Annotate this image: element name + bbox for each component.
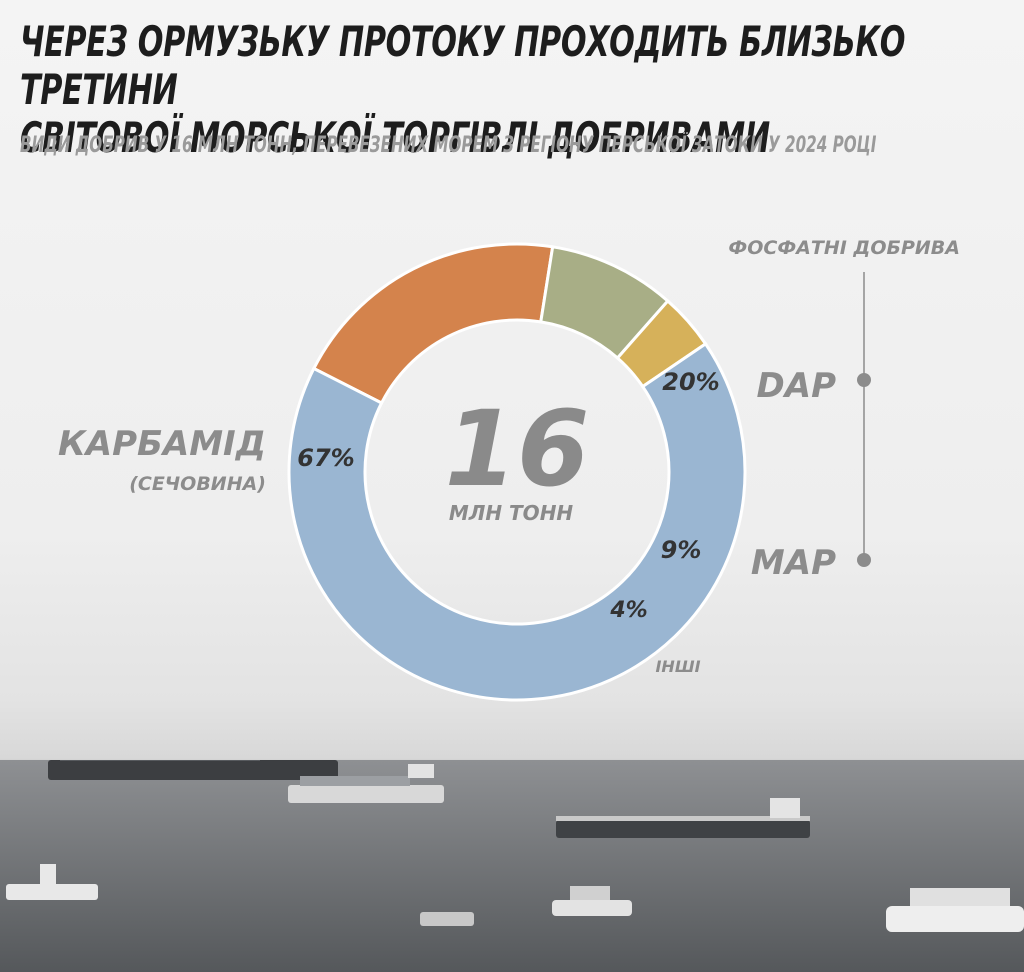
page-subtitle: ВИДИ ДОБРИВ У 16 МЛН ТОНН, ПЕРЕВЕЗЕНИХ М… xyxy=(20,133,877,158)
group-marker-map xyxy=(857,553,871,567)
slice-value-label-map: 9% xyxy=(661,536,702,564)
ship-cargo-bulk xyxy=(556,798,810,838)
donut-slice-dap xyxy=(311,242,555,406)
center-total-unit: МЛН ТОНН xyxy=(449,501,574,525)
title-line-2: СВІТОВОЇ МОРСЬКОЇ ТОРГІВЛІ ДОБРИВАМИ xyxy=(20,113,770,162)
category-label-dap: DAP xyxy=(757,366,837,406)
ship-container-white xyxy=(288,764,444,803)
group-label-phosphate: ФОСФАТНІ ДОБРИВА xyxy=(728,237,960,259)
slice-value-label-other: 4% xyxy=(609,598,647,623)
donut-slices xyxy=(287,242,747,702)
group-marker-dap xyxy=(857,373,871,387)
category-label-other: ІНШІ xyxy=(655,657,700,676)
slice-value-label-urea: 67% xyxy=(297,444,354,472)
page-title: ЧЕРЕЗ ОРМУЗЬКУ ПРОТОКУ ПРОХОДИТЬ БЛИЗЬКО… xyxy=(20,18,956,162)
category-label-map: MAP xyxy=(751,543,836,583)
center-total-value: 16 xyxy=(445,388,590,510)
sea-surface xyxy=(0,760,1024,972)
sea-ships-background xyxy=(0,760,1024,972)
category-sublabel-urea: (СЕЧОВИНА) xyxy=(129,473,266,495)
title-line-1: ЧЕРЕЗ ОРМУЗЬКУ ПРОТОКУ ПРОХОДИТЬ БЛИЗЬКО… xyxy=(20,17,906,114)
ship-small-boat xyxy=(420,912,474,926)
category-label-urea: КАРБАМІД xyxy=(58,424,266,464)
slice-value-label-dap: 20% xyxy=(662,368,719,396)
ship-yacht xyxy=(552,886,632,916)
donut-slice-urea xyxy=(287,341,747,702)
ship-container-large xyxy=(48,760,338,780)
ship-cruise xyxy=(886,888,1024,932)
ship-fishing xyxy=(6,864,98,900)
